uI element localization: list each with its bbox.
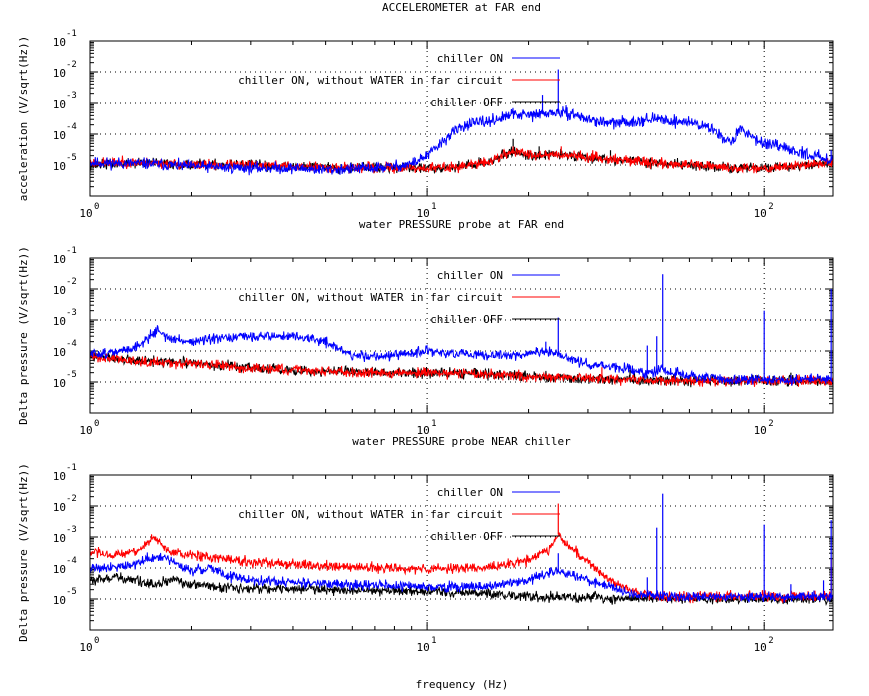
chart-panel-2: water PRESSURE probe at FAR end Delta pre… [17, 218, 834, 437]
y-tick-exponent: -4 [66, 556, 77, 566]
series-line [90, 572, 833, 607]
y-tick-label: 10 [53, 501, 66, 514]
x-tick-label: 10 [79, 641, 92, 654]
y-tick-exponent: -1 [66, 29, 77, 39]
plot-area [90, 493, 833, 607]
y-tick-label: 10 [53, 98, 66, 111]
y-tick-exponent: -3 [66, 308, 77, 318]
y-tick-label: 10 [53, 36, 66, 49]
y-tick-label: 10 [53, 129, 66, 142]
x-tick-exponent: 1 [431, 419, 436, 429]
legend-label: chiller OFF [430, 96, 503, 109]
y-tick-exponent: -2 [66, 277, 77, 287]
chart-panel-1: ACCELEROMETER at FAR end acceleration (V/… [17, 1, 834, 220]
y-tick-exponent: -4 [66, 122, 77, 132]
plot-frame [89, 474, 834, 631]
y-tick-exponent: -2 [66, 60, 77, 70]
series-line [90, 351, 833, 387]
x-tick-exponent: 0 [94, 636, 99, 646]
y-tick-exponent: -2 [66, 494, 77, 504]
y-tick-label: 10 [53, 594, 66, 607]
y-tick-label: 10 [53, 67, 66, 80]
x-tick-label: 10 [79, 207, 92, 220]
y-tick-label: 10 [53, 532, 66, 545]
y-tick-exponent: -5 [66, 587, 77, 597]
chart-title: water PRESSURE probe NEAR chiller [352, 435, 571, 448]
legend: chiller ON chiller ON, without WATER in f… [238, 486, 560, 543]
chart-title: water PRESSURE probe at FAR end [359, 218, 564, 231]
legend: chiller ON chiller ON, without WATER in f… [238, 269, 560, 326]
series-line [90, 325, 833, 386]
x-tick-label: 10 [416, 424, 429, 437]
x-tick-exponent: 2 [768, 636, 773, 646]
legend-label: chiller OFF [430, 530, 503, 543]
y-tick-label: 10 [53, 377, 66, 390]
legend-label: chiller OFF [430, 313, 503, 326]
plot-area [90, 69, 833, 176]
x-tick-exponent: 0 [94, 202, 99, 212]
y-tick-label: 10 [53, 253, 66, 266]
y-axis-label: acceleration (V/sqrt(Hz)) [17, 36, 30, 202]
plot-frame [89, 40, 834, 197]
series-line [90, 105, 833, 176]
y-tick-exponent: -4 [66, 339, 77, 349]
x-tick-label: 10 [754, 424, 767, 437]
legend-label: chiller ON, without WATER in far circuit [238, 508, 503, 521]
y-tick-label: 10 [53, 470, 66, 483]
x-tick-exponent: 1 [431, 636, 436, 646]
y-tick-label: 10 [53, 160, 66, 173]
x-tick-exponent: 2 [768, 202, 773, 212]
series-line [90, 147, 833, 174]
y-axis-label: Delta pressure (V/sqrt(Hz)) [17, 463, 30, 642]
legend-label: chiller ON [437, 52, 503, 65]
y-axis-label: Delta pressure (V/sqrt(Hz)) [17, 246, 30, 425]
x-tick-label: 10 [79, 424, 92, 437]
y-tick-label: 10 [53, 284, 66, 297]
x-tick-exponent: 2 [768, 419, 773, 429]
series-line [90, 532, 833, 604]
plot-frame [89, 257, 834, 414]
x-axis-label: frequency (Hz) [416, 678, 509, 691]
legend: chiller ON chiller ON, without WATER in f… [238, 52, 560, 109]
y-tick-label: 10 [53, 315, 66, 328]
legend-label: chiller ON [437, 486, 503, 499]
x-tick-exponent: 0 [94, 419, 99, 429]
legend-label: chiller ON [437, 269, 503, 282]
legend-label: chiller ON, without WATER in far circuit [238, 74, 503, 87]
x-tick-exponent: 1 [431, 202, 436, 212]
series-line [90, 552, 833, 603]
x-tick-label: 10 [754, 641, 767, 654]
y-tick-exponent: -3 [66, 91, 77, 101]
y-tick-exponent: -5 [66, 153, 77, 163]
plot-area [90, 274, 833, 388]
series-line [90, 146, 833, 175]
y-tick-exponent: -3 [66, 525, 77, 535]
x-tick-label: 10 [416, 641, 429, 654]
chart-title: ACCELEROMETER at FAR end [382, 1, 541, 14]
x-tick-label: 10 [754, 207, 767, 220]
y-tick-label: 10 [53, 563, 66, 576]
x-tick-label: 10 [416, 207, 429, 220]
y-tick-exponent: -1 [66, 463, 77, 473]
y-tick-exponent: -5 [66, 370, 77, 380]
y-tick-exponent: -1 [66, 246, 77, 256]
chart-panel-3: water PRESSURE probe NEAR chiller Delta p… [17, 435, 834, 654]
legend-label: chiller ON, without WATER in far circuit [238, 291, 503, 304]
y-tick-label: 10 [53, 346, 66, 359]
